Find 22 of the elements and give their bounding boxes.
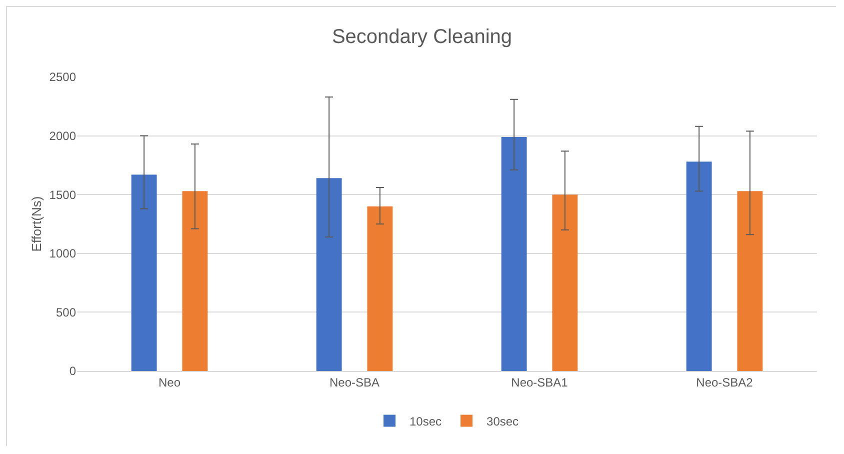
bar (131, 174, 157, 371)
y-tick-label: 2000 (49, 129, 76, 143)
bar (367, 206, 393, 371)
bar (737, 191, 763, 371)
y-tick-label: 0 (69, 364, 76, 378)
bar (316, 178, 342, 371)
x-tick-label: Neo-SBA (329, 375, 380, 390)
bar (552, 194, 578, 371)
y-tick-label: 500 (56, 305, 76, 320)
bar (686, 162, 712, 371)
y-tick-label: 1000 (49, 246, 76, 261)
chart-title: Secondary Cleaning (332, 26, 512, 48)
x-tick-label: Neo-SBA1 (511, 375, 568, 390)
x-tick-label: Neo-SBA2 (696, 375, 754, 390)
legend-label: 10sec (410, 414, 442, 428)
bar (501, 136, 527, 371)
y-axis-title: Effort(Ns) (29, 196, 44, 252)
x-tick-label: Neo (158, 375, 181, 390)
legend-label: 30sec (486, 414, 519, 428)
y-tick-label: 1500 (49, 188, 76, 202)
bar (182, 191, 208, 371)
y-tick-label: 2500 (49, 70, 76, 84)
